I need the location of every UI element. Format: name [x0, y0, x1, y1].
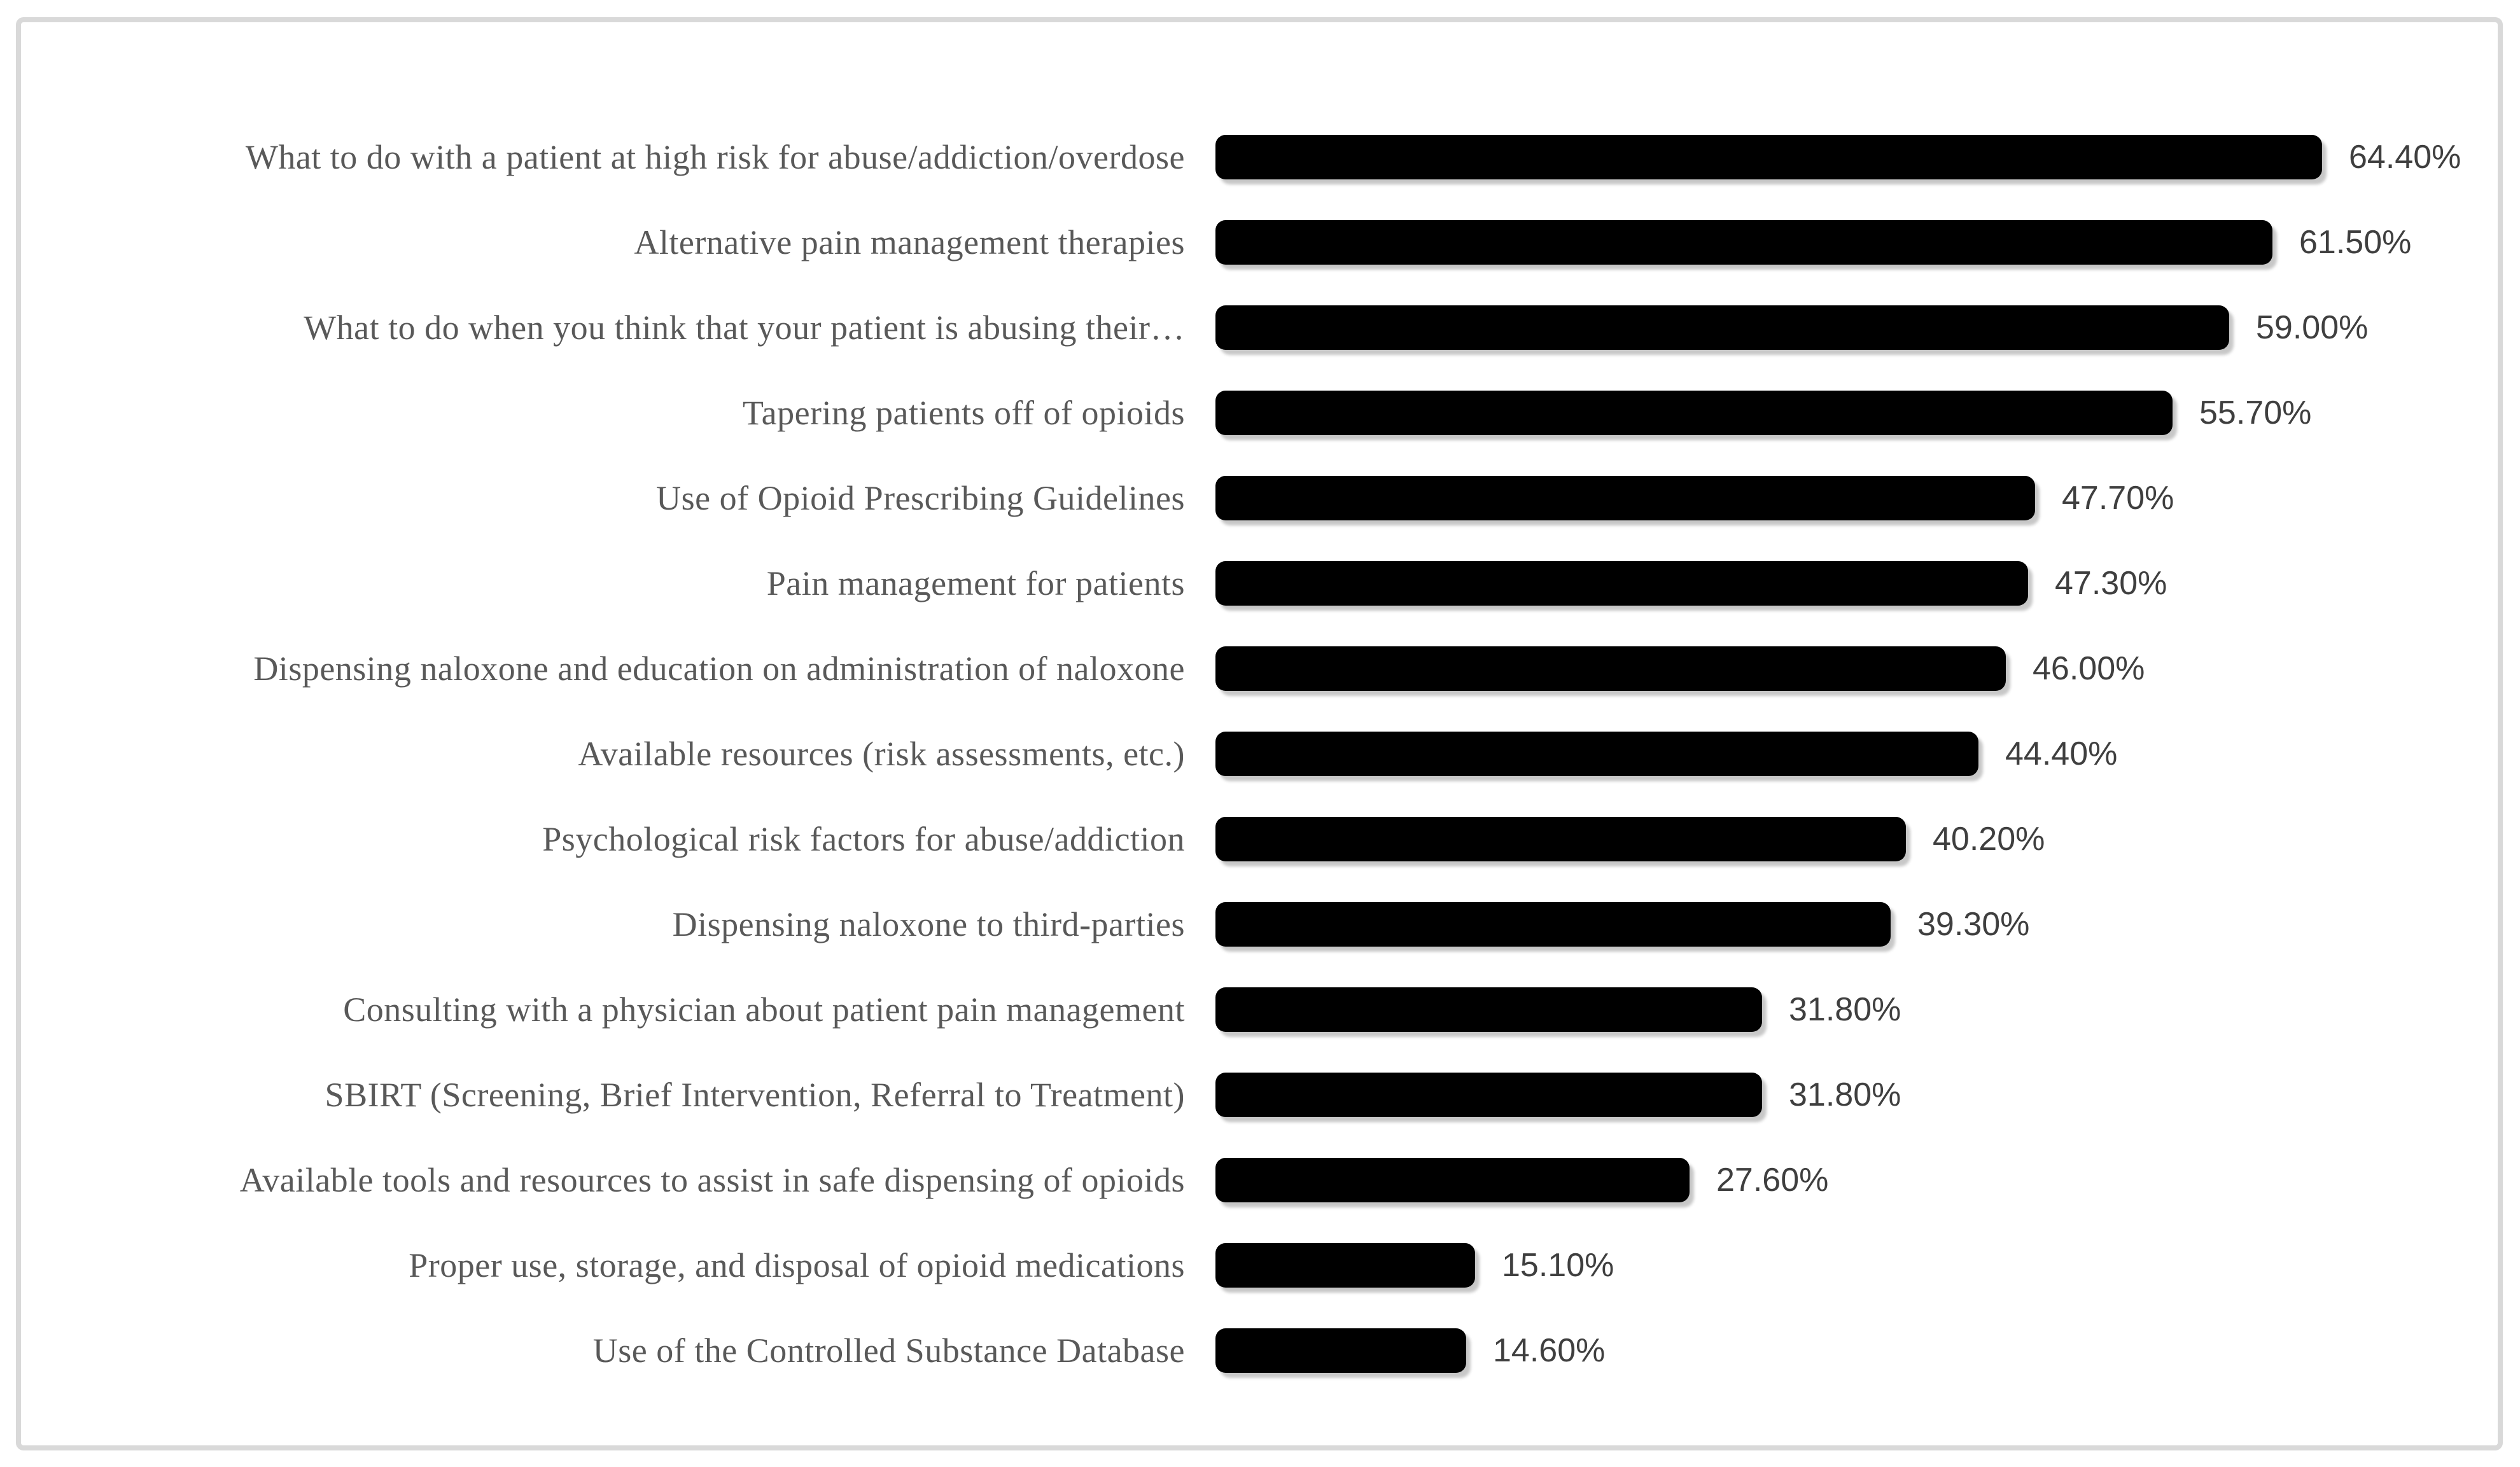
chart-row: SBIRT (Screening, Brief Intervention, Re… [60, 1052, 2456, 1137]
category-label: Consulting with a physician about patien… [343, 990, 1185, 1029]
category-label: Available tools and resources to assist … [239, 1160, 1185, 1199]
value-label: 55.70% [2199, 394, 2312, 431]
chart-row: Available tools and resources to assist … [60, 1137, 2456, 1223]
value-label: 44.40% [2005, 735, 2118, 772]
bar [1215, 902, 1891, 947]
chart-row: Dispensing naloxone to third-parties 39.3… [60, 882, 2456, 967]
category-label: Dispensing naloxone to third-parties [672, 905, 1185, 943]
value-label: 31.80% [1789, 991, 1901, 1028]
value-label: 31.80% [1789, 1076, 1901, 1113]
bar-chart: What to do with a patient at high risk f… [60, 115, 2461, 1393]
bar [1215, 646, 2006, 691]
chart-row: Use of Opioid Prescribing Guidelines 47.7… [60, 455, 2456, 541]
bar-track: 47.70% [1215, 455, 2456, 541]
bar-track: 39.30% [1215, 882, 2456, 967]
value-label: 27.60% [1716, 1162, 1829, 1199]
bar-track: 14.60% [1215, 1308, 2456, 1393]
category-label: What to do when you think that your pati… [304, 308, 1185, 347]
bar [1215, 1073, 1762, 1117]
value-label: 46.00% [2033, 650, 2145, 687]
category-label: Use of Opioid Prescribing Guidelines [656, 478, 1185, 517]
value-label: 39.30% [1917, 906, 2030, 943]
chart-row: What to do with a patient at high risk f… [60, 115, 2461, 200]
category-label: What to do with a patient at high risk f… [245, 137, 1185, 176]
bar-track: 55.70% [1215, 370, 2456, 455]
bar-track: 59.00% [1215, 285, 2456, 370]
category-label: Use of the Controlled Substance Database [592, 1331, 1185, 1370]
value-label: 64.40% [2349, 139, 2461, 176]
chart-row: Available resources (risk assessments, e… [60, 711, 2456, 796]
bar-track: 44.40% [1215, 711, 2456, 796]
bar [1215, 391, 2173, 435]
chart-row: Dispensing naloxone and education on adm… [60, 626, 2456, 711]
bar [1215, 220, 2272, 265]
category-label: Tapering patients off of opioids [742, 393, 1185, 432]
bar-track: 61.50% [1215, 200, 2456, 285]
bar-track: 64.40% [1215, 115, 2461, 200]
category-label: SBIRT (Screening, Brief Intervention, Re… [325, 1075, 1185, 1114]
bar [1215, 1158, 1690, 1202]
chart-row: Proper use, storage, and disposal of opi… [60, 1223, 2456, 1308]
bar-track: 46.00% [1215, 626, 2456, 711]
bar [1215, 476, 2035, 520]
chart-row: Tapering patients off of opioids 55.70% [60, 370, 2456, 455]
value-label: 15.10% [1502, 1247, 1614, 1284]
value-label: 61.50% [2299, 224, 2412, 261]
value-label: 47.30% [2055, 565, 2167, 602]
bar-track: 47.30% [1215, 541, 2456, 626]
category-label: Available resources (risk assessments, e… [578, 734, 1185, 773]
bar [1215, 135, 2322, 179]
bar [1215, 817, 1906, 861]
value-label: 14.60% [1493, 1332, 1606, 1369]
bar [1215, 561, 2028, 606]
bar [1215, 987, 1762, 1032]
bar-track: 40.20% [1215, 796, 2456, 882]
bar-track: 31.80% [1215, 967, 2456, 1052]
category-label: Pain management for patients [766, 564, 1185, 602]
chart-row: Alternative pain management therapies 61.… [60, 200, 2456, 285]
bar-track: 15.10% [1215, 1223, 2456, 1308]
value-label: 40.20% [1933, 821, 2045, 858]
category-label: Proper use, storage, and disposal of opi… [409, 1246, 1185, 1284]
bar-track: 27.60% [1215, 1137, 2456, 1223]
bar [1215, 732, 1978, 776]
chart-row: Psychological risk factors for abuse/add… [60, 796, 2456, 882]
chart-row: Consulting with a physician about patien… [60, 967, 2456, 1052]
bar-track: 31.80% [1215, 1052, 2456, 1137]
chart-row: What to do when you think that your pati… [60, 285, 2456, 370]
category-label: Dispensing naloxone and education on adm… [253, 649, 1185, 688]
chart-row: Use of the Controlled Substance Database… [60, 1308, 2456, 1393]
chart-row: Pain management for patients 47.30% [60, 541, 2456, 626]
value-label: 59.00% [2256, 309, 2369, 346]
category-label: Alternative pain management therapies [634, 223, 1185, 261]
bar [1215, 1243, 1475, 1288]
bar [1215, 1328, 1466, 1373]
category-label: Psychological risk factors for abuse/add… [542, 819, 1185, 858]
value-label: 47.70% [2062, 480, 2174, 517]
bar [1215, 305, 2229, 350]
